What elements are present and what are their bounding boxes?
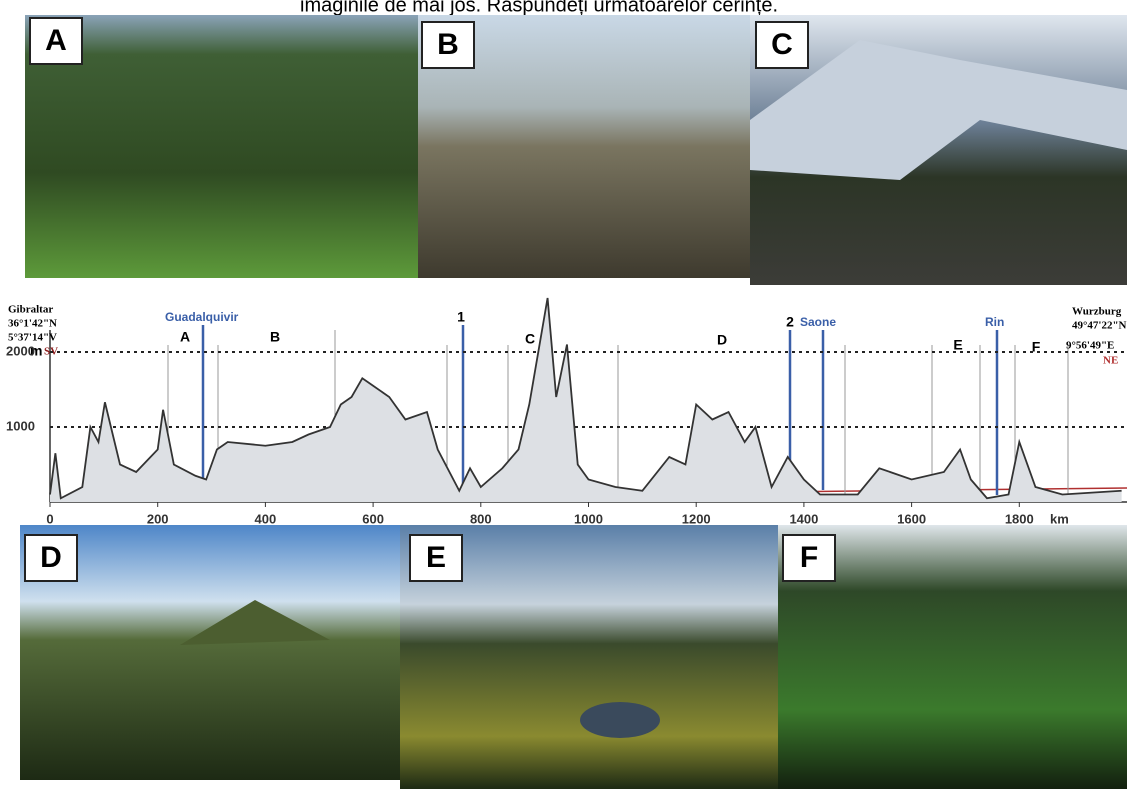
- start-place: Gibraltar: [8, 304, 53, 316]
- mountain: [750, 40, 1127, 180]
- photo-label: B: [437, 28, 459, 61]
- header-text: imaginile de mai jos. Răspundeți următoa…: [300, 0, 778, 16]
- label-box: [409, 534, 463, 582]
- photo: [25, 15, 418, 278]
- x-tick-label: 1000: [574, 511, 603, 526]
- section-label: 1: [457, 309, 465, 325]
- section-label: B: [270, 329, 280, 345]
- photo-label: F: [800, 541, 818, 574]
- section-label: 2: [786, 314, 794, 330]
- section-label: C: [525, 331, 535, 347]
- photo-label: C: [771, 28, 793, 61]
- x-unit: km: [1050, 511, 1069, 526]
- x-tick-label: 200: [147, 511, 169, 526]
- photo: [778, 525, 1127, 789]
- section-label: D: [717, 332, 727, 348]
- lake: [580, 702, 660, 738]
- x-tick-label: 1600: [897, 511, 926, 526]
- photo-label: A: [45, 24, 67, 57]
- section-label: E: [953, 337, 962, 353]
- x-tick-label: 600: [362, 511, 384, 526]
- end-lon: 9°56'49"E: [1066, 340, 1114, 352]
- section-label: A: [180, 329, 190, 345]
- river-label: Saone: [800, 315, 836, 329]
- label-box: [421, 21, 475, 69]
- x-tick-label: 0: [46, 511, 53, 526]
- end-direction: NE: [1103, 355, 1118, 367]
- photo-labels: A B C D E F: [24, 17, 836, 582]
- elevation-area: [50, 298, 1122, 502]
- river-label: Guadalquivir: [165, 310, 239, 324]
- end-lat: 49°47'22"N: [1072, 320, 1127, 332]
- volcano: [180, 600, 330, 645]
- end-place: Wurzburg: [1072, 306, 1122, 318]
- photo-label: D: [40, 541, 62, 574]
- elevation-profile: Gibraltar 36°1'42"N 5°37'14"V m SV Wurzb…: [6, 297, 1127, 526]
- start-lon: 5°37'14"V: [8, 332, 57, 344]
- section-label: F: [1032, 339, 1041, 355]
- x-tick-label: 1400: [789, 511, 818, 526]
- label-box: [29, 17, 83, 65]
- photo-label: E: [426, 541, 446, 574]
- x-tick-label: 1800: [1005, 511, 1034, 526]
- y-tick-label: 2000: [6, 343, 35, 358]
- label-box: [24, 534, 78, 582]
- river-label: Rin: [985, 315, 1004, 329]
- x-tick-label: 1200: [682, 511, 711, 526]
- y-unit: m: [30, 343, 42, 359]
- start-lat: 36°1'42"N: [8, 318, 57, 330]
- label-box: [755, 21, 809, 69]
- y-tick-label: 1000: [6, 418, 35, 433]
- river-arrows: [201, 325, 999, 495]
- x-tick-label: 800: [470, 511, 492, 526]
- elevation-line: [49, 297, 1122, 500]
- photo: [20, 525, 400, 780]
- x-tick-label: 400: [255, 511, 277, 526]
- label-box: [782, 534, 836, 582]
